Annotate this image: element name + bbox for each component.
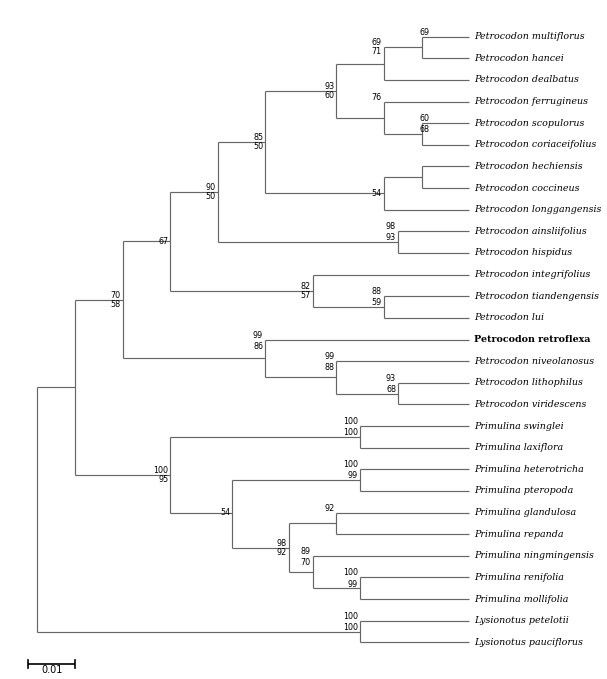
Text: 70: 70 — [300, 558, 311, 567]
Text: Lysionotus petelotii: Lysionotus petelotii — [474, 617, 569, 625]
Text: Primulina ningmingensis: Primulina ningmingensis — [474, 551, 594, 560]
Text: 71: 71 — [371, 48, 382, 56]
Text: Lysionotus pauciflorus: Lysionotus pauciflorus — [474, 638, 583, 647]
Text: Petrocodon coriaceifolius: Petrocodon coriaceifolius — [474, 141, 596, 149]
Text: 100: 100 — [343, 568, 358, 577]
Text: Primulina repanda: Primulina repanda — [474, 530, 563, 538]
Text: 92: 92 — [277, 548, 287, 557]
Text: 88: 88 — [324, 363, 334, 372]
Text: 50: 50 — [206, 192, 215, 201]
Text: 82: 82 — [300, 282, 311, 291]
Text: 98: 98 — [277, 538, 287, 548]
Text: 76: 76 — [371, 92, 382, 102]
Text: Petrocodon dealbatus: Petrocodon dealbatus — [474, 75, 578, 84]
Text: Petrocodon viridescens: Petrocodon viridescens — [474, 400, 586, 409]
Text: 93: 93 — [324, 81, 334, 91]
Text: Petrocodon niveolanosus: Petrocodon niveolanosus — [474, 356, 594, 365]
Text: Primulina pteropoda: Primulina pteropoda — [474, 486, 573, 496]
Text: 67: 67 — [158, 237, 168, 246]
Text: 95: 95 — [158, 475, 168, 483]
Text: 100: 100 — [343, 417, 358, 426]
Text: Petrocodon multiflorus: Petrocodon multiflorus — [474, 32, 585, 41]
Text: 100: 100 — [343, 623, 358, 632]
Text: 99: 99 — [348, 580, 358, 589]
Text: Petrocodon hechiensis: Petrocodon hechiensis — [474, 162, 583, 171]
Text: Petrocodon hancei: Petrocodon hancei — [474, 54, 564, 62]
Text: 100: 100 — [343, 460, 358, 469]
Text: Petrocodon lui: Petrocodon lui — [474, 314, 544, 323]
Text: Petrocodon hispidus: Petrocodon hispidus — [474, 249, 572, 257]
Text: 85: 85 — [253, 133, 263, 142]
Text: 68: 68 — [386, 385, 396, 394]
Text: 86: 86 — [253, 342, 263, 350]
Text: 60: 60 — [420, 114, 430, 123]
Text: 93: 93 — [386, 234, 396, 242]
Text: Petrocodon retroflexa: Petrocodon retroflexa — [474, 335, 590, 344]
Text: 54: 54 — [220, 508, 230, 517]
Text: 90: 90 — [206, 183, 215, 192]
Text: Petrocodon tiandengensis: Petrocodon tiandengensis — [474, 292, 599, 301]
Text: 100: 100 — [343, 428, 358, 437]
Text: Primulina laxiflora: Primulina laxiflora — [474, 443, 563, 452]
Text: Petrocodon ainsliifolius: Petrocodon ainsliifolius — [474, 227, 586, 236]
Text: 100: 100 — [154, 466, 168, 475]
Text: 92: 92 — [324, 504, 334, 513]
Text: Petrocodon lithophilus: Petrocodon lithophilus — [474, 378, 583, 387]
Text: Petrocodon integrifolius: Petrocodon integrifolius — [474, 270, 590, 279]
Text: Primulina glandulosa: Primulina glandulosa — [474, 508, 576, 517]
Text: Primulina renifolia: Primulina renifolia — [474, 573, 564, 582]
Text: 99: 99 — [253, 331, 263, 340]
Text: 70: 70 — [110, 291, 121, 300]
Text: Petrocodon longgangensis: Petrocodon longgangensis — [474, 205, 602, 214]
Text: 69: 69 — [420, 28, 430, 37]
Text: 57: 57 — [300, 291, 311, 300]
Text: Primulina mollifolia: Primulina mollifolia — [474, 595, 568, 604]
Text: 89: 89 — [300, 547, 311, 556]
Text: Primulina heterotricha: Primulina heterotricha — [474, 465, 583, 474]
Text: 54: 54 — [371, 189, 382, 198]
Text: 60: 60 — [324, 91, 334, 100]
Text: 88: 88 — [372, 287, 382, 296]
Text: 99: 99 — [348, 471, 358, 481]
Text: 68: 68 — [420, 126, 430, 134]
Text: 58: 58 — [110, 300, 121, 309]
Text: Petrocodon scopulorus: Petrocodon scopulorus — [474, 119, 585, 128]
Text: Primulina swinglei: Primulina swinglei — [474, 422, 563, 430]
Text: 100: 100 — [343, 612, 358, 621]
Text: 69: 69 — [371, 39, 382, 48]
Text: 0.01: 0.01 — [41, 665, 63, 675]
Text: 93: 93 — [386, 373, 396, 383]
Text: 50: 50 — [253, 142, 263, 151]
Text: 99: 99 — [324, 352, 334, 361]
Text: 98: 98 — [386, 222, 396, 232]
Text: Petrocodon ferrugineus: Petrocodon ferrugineus — [474, 97, 588, 106]
Text: 59: 59 — [371, 298, 382, 308]
Text: Petrocodon coccineus: Petrocodon coccineus — [474, 183, 579, 193]
